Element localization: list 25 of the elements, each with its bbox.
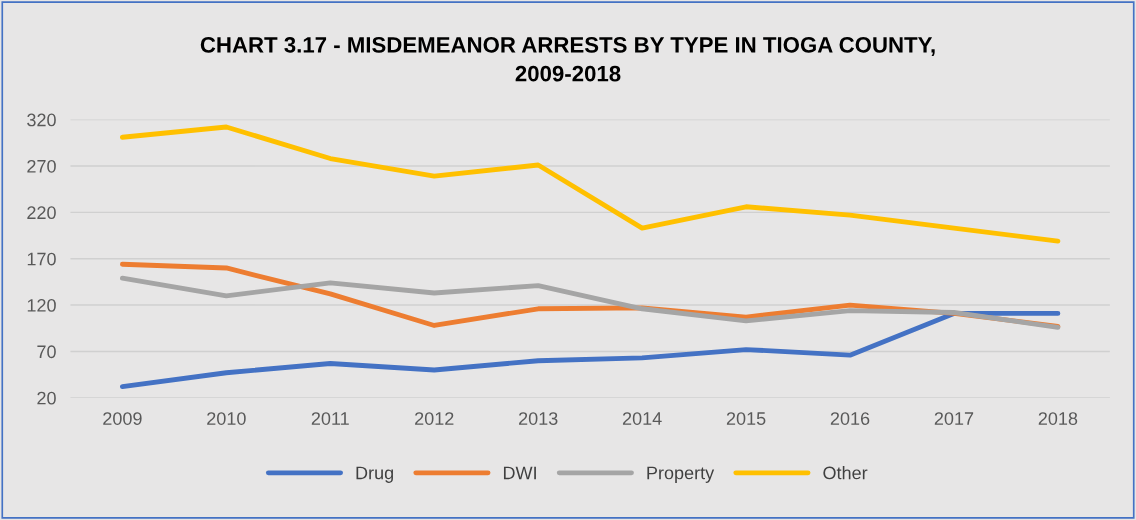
line-series xyxy=(119,275,1061,330)
legend-label: Other xyxy=(823,466,868,480)
x-tick-label: 2014 xyxy=(622,412,662,425)
y-tick-label: 70 xyxy=(37,345,56,359)
y-tick-label: 120 xyxy=(27,299,56,312)
y-tick-label: 170 xyxy=(27,252,56,266)
x-tick-label: 2015 xyxy=(726,412,766,425)
x-tick-label: 2018 xyxy=(1038,412,1078,425)
line-series xyxy=(119,124,1061,244)
legend-label: Property xyxy=(647,466,715,483)
chart-title: CHART 3.17 - MISDEMEANOR ARRESTS BY TYPE IN TIOGA COUNTY, 2009-2018 xyxy=(200,36,935,82)
legend-label: DWI xyxy=(503,466,536,480)
x-tick-label: 2009 xyxy=(103,412,142,425)
legend-label: Drug xyxy=(356,466,393,483)
x-tick-label: 2016 xyxy=(830,412,870,425)
y-tick-label: 20 xyxy=(37,391,56,405)
y-tick-label: 270 xyxy=(27,159,56,173)
x-tick-label: 2017 xyxy=(934,412,974,425)
x-tick-label: 2011 xyxy=(311,412,349,425)
x-tick-label: 2013 xyxy=(519,412,558,425)
y-tick-label: 220 xyxy=(27,206,56,220)
x-tick-label: 2012 xyxy=(415,412,454,425)
x-tick-label: 2010 xyxy=(207,412,246,425)
y-tick-label: 320 xyxy=(27,113,56,127)
line-series xyxy=(119,310,1061,390)
